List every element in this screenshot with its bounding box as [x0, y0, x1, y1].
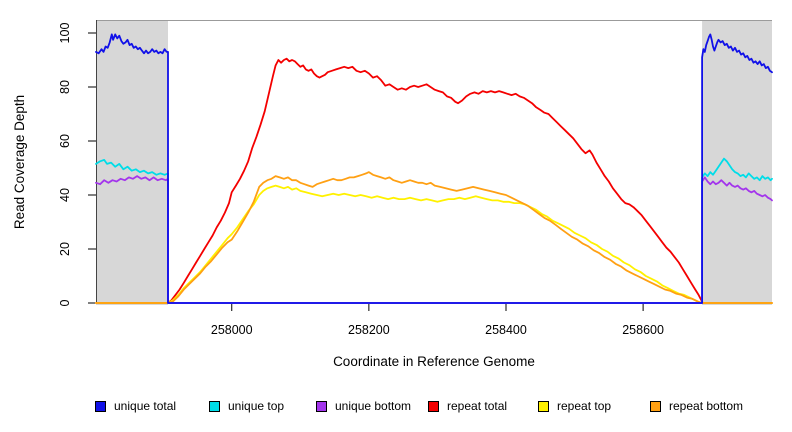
x-tick-label: 258000 — [211, 323, 253, 337]
y-tick-label: 20 — [58, 242, 72, 256]
y-tick-label: 80 — [58, 80, 72, 94]
shaded-region — [702, 20, 772, 305]
series-line-repeat-total — [95, 57, 773, 304]
plot-frame — [96, 20, 772, 304]
series-line-unique-top — [95, 157, 773, 304]
x-tick-label: 258400 — [485, 323, 527, 337]
shaded-region — [96, 20, 168, 305]
axis-ticks: 258000 258200 258400 258600 0 20 40 60 80 100 — [58, 23, 664, 337]
series-line-unique-total — [95, 33, 773, 304]
y-axis-title: Read Coverage Depth — [12, 95, 27, 229]
x-axis-title: Coordinate in Reference Genome — [333, 354, 535, 369]
shaded-flank-regions — [96, 20, 772, 305]
x-tick-label: 258200 — [348, 323, 390, 337]
y-tick-label: 60 — [58, 134, 72, 148]
series-line-unique-bottom — [95, 175, 773, 304]
y-tick-label: 0 — [58, 299, 72, 306]
series-line-repeat-top — [95, 184, 773, 304]
series-line-repeat-bottom — [95, 171, 773, 304]
y-tick-label: 100 — [58, 23, 72, 44]
x-tick-label: 258600 — [622, 323, 664, 337]
y-tick-label: 40 — [58, 188, 72, 202]
data-series-lines — [95, 33, 773, 304]
